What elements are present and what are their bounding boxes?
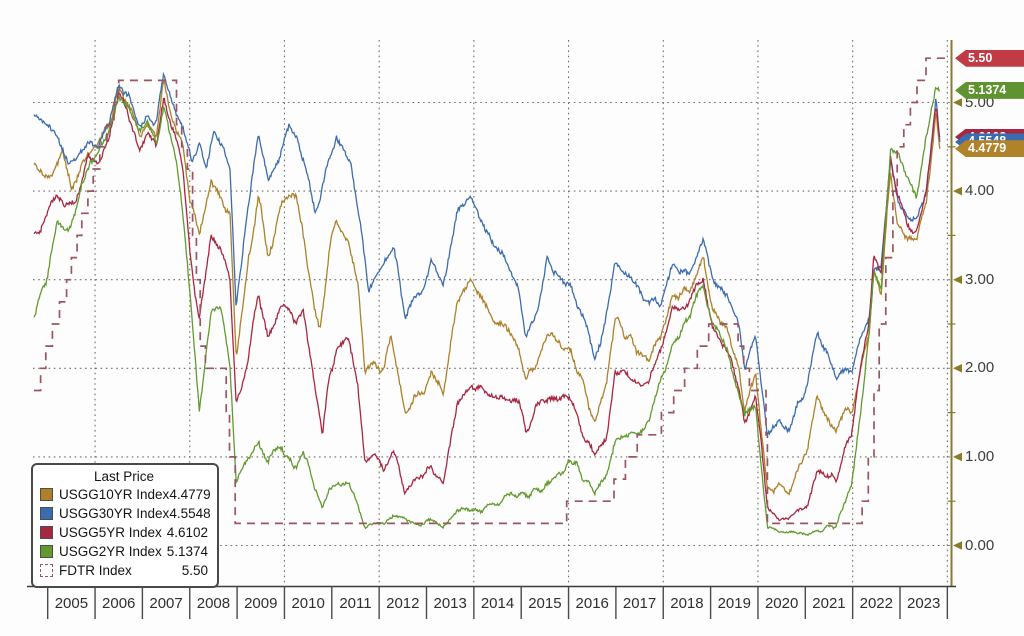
x-axis-year-label: 2019 <box>717 595 751 612</box>
y-axis-tick-arrow-icon <box>953 275 962 284</box>
y-axis-label: 1.00 <box>965 447 995 465</box>
legend-series-name: USGG30YR Index <box>59 506 170 521</box>
x-axis-year-label: 2011 <box>339 595 372 612</box>
x-axis-year-label: 2009 <box>244 595 278 612</box>
legend-swatch-icon <box>40 507 53 520</box>
x-axis-year-label: 2020 <box>764 595 799 612</box>
legend-swatch-icon <box>40 488 53 501</box>
y-axis-tick-arrow-icon <box>953 364 962 373</box>
legend-row: USGG2YR Index 5.1374 <box>40 542 208 561</box>
gridlines <box>33 40 952 587</box>
legend-last-price: 4.6102 <box>166 525 208 540</box>
legend-last-price: 5.1374 <box>166 544 208 559</box>
x-axis-year-label: 2023 <box>906 595 941 612</box>
series-fdtr <box>34 57 947 525</box>
x-axis-year-label: 2006 <box>102 595 136 612</box>
y-axis-label: 3.00 <box>965 270 995 288</box>
legend-last-price: 5.50 <box>181 563 208 578</box>
legend-row: FDTR Index 5.50 <box>40 561 208 580</box>
series-usgg30yr <box>33 71 941 436</box>
legend-box: Last Price USGG10YR Index 4.4779 USGG30YR … <box>31 463 219 588</box>
legend-series-name: USGG2YR Index <box>59 544 162 559</box>
y-axis-tick-arrow-icon <box>953 452 962 462</box>
legend-title: Last Price <box>93 469 155 484</box>
y-axis-label: 0.00 <box>965 536 995 554</box>
price-tag-4.4779: 4.4779 <box>955 140 1024 158</box>
x-axis-year-label: 2005 <box>54 595 89 612</box>
legend-swatch-icon <box>40 545 53 558</box>
y-axis-tick-arrow-icon <box>953 186 962 196</box>
series-usgg5yr <box>33 92 941 522</box>
x-axis-year-label: 2008 <box>196 595 231 612</box>
price-tag-5.50: 5.50 <box>955 49 1024 67</box>
x-axis-year-label: 2007 <box>149 595 183 612</box>
x-axis-year-label: 2018 <box>670 595 704 612</box>
axes <box>27 40 962 619</box>
legend-rows: USGG10YR Index 4.4779 USGG30YR Index 4.5548… <box>40 485 211 580</box>
x-axis-year-label: 2014 <box>480 595 515 612</box>
legend-swatch-dashed-icon <box>40 564 53 577</box>
x-axis-year-label: 2017 <box>622 595 657 612</box>
legend-series-name: USGG5YR Index <box>59 525 162 540</box>
series-usgg10yr <box>33 78 941 496</box>
legend-row: USGG5YR Index 4.6102 <box>40 523 208 542</box>
y-axis-tick-arrow-icon <box>953 98 962 107</box>
legend-last-price: 4.4779 <box>169 487 211 502</box>
x-axis-year-label: 2010 <box>291 595 325 612</box>
legend-last-price: 4.5548 <box>169 506 211 521</box>
x-axis-year-label: 2016 <box>575 595 609 612</box>
legend-swatch-icon <box>40 526 53 539</box>
y-axis-label: 4.00 <box>965 182 995 200</box>
series-usgg2yr <box>33 86 941 537</box>
legend-row: USGG30YR Index 4.5548 <box>40 504 211 523</box>
y-axis-label: 2.00 <box>965 359 995 377</box>
x-axis-year-label: 2015 <box>528 595 562 612</box>
legend-series-name: USGG10YR Index <box>59 487 170 502</box>
x-axis-year-label: 2022 <box>859 595 893 612</box>
x-axis-year-label: 2021 <box>812 595 846 612</box>
x-axis-year-label: 2013 <box>433 595 467 612</box>
price-tag-5.1374: 5.1374 <box>955 81 1024 99</box>
legend-row: USGG10YR Index 4.4779 <box>40 485 211 504</box>
series-lines <box>33 57 947 537</box>
x-axis-year-label: 2012 <box>386 595 420 612</box>
legend-series-name: FDTR Index <box>59 563 132 578</box>
y-axis-tick-arrow-icon <box>953 541 962 550</box>
